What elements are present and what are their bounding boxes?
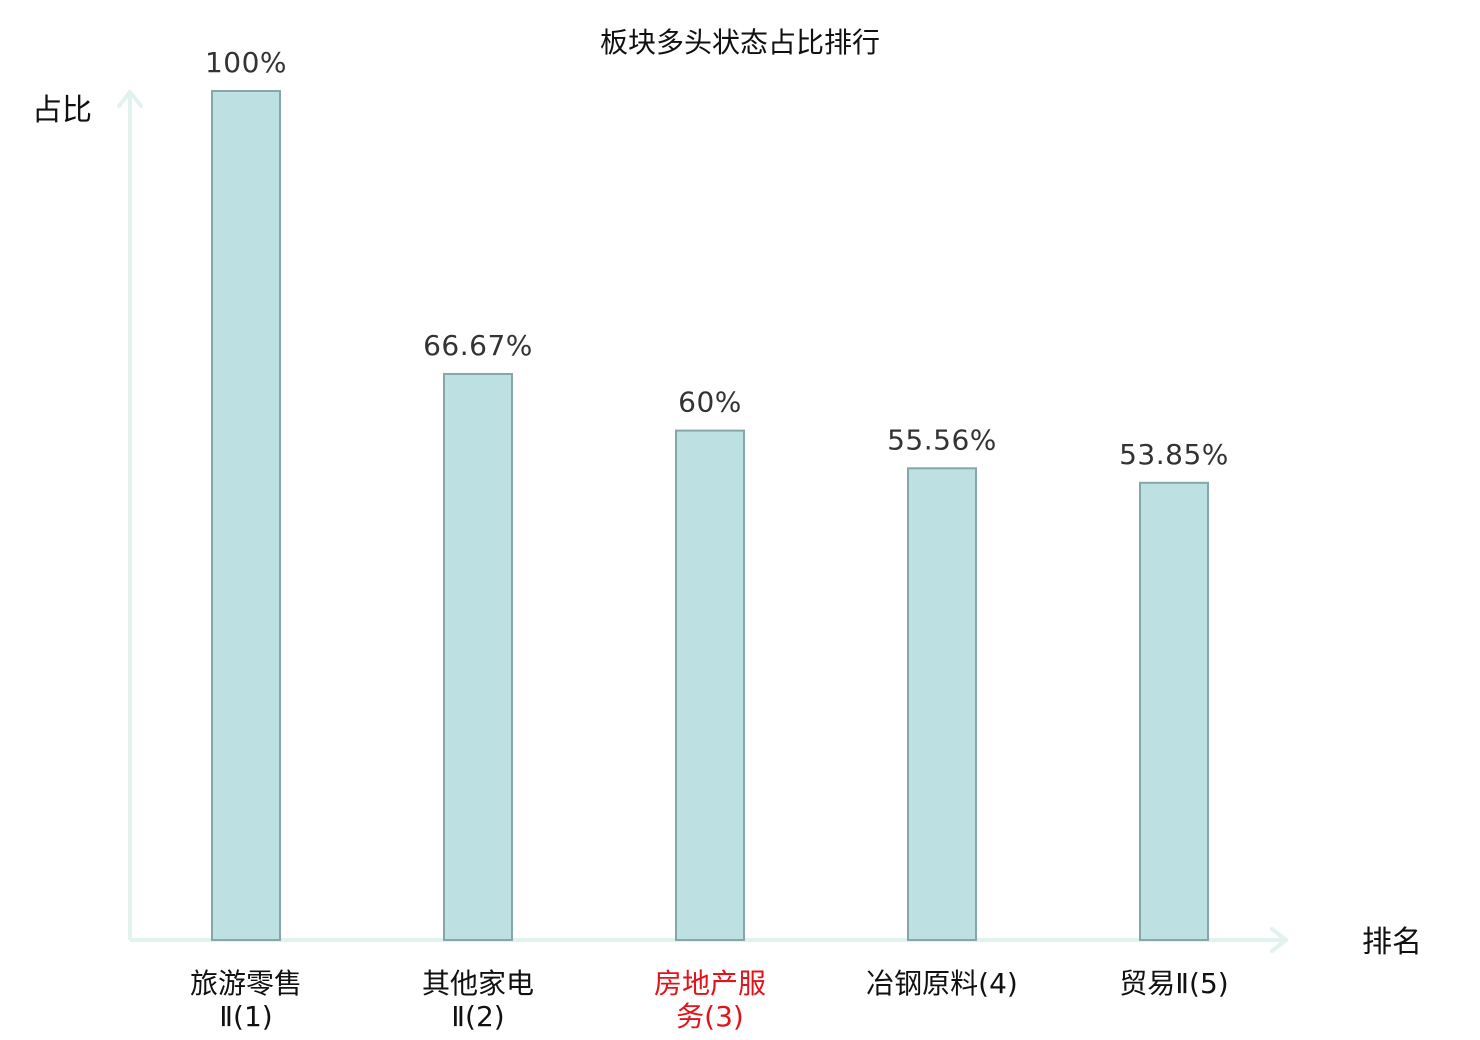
bar xyxy=(1139,481,1209,941)
chart-title: 板块多头状态占比排行 xyxy=(600,26,880,59)
bar xyxy=(675,429,745,941)
bars-group xyxy=(211,90,1209,942)
x-axis-label: 排名 xyxy=(1362,925,1422,960)
value-label: 55.56% xyxy=(887,423,997,456)
category-label: Ⅱ(1) xyxy=(219,1000,272,1033)
bar xyxy=(211,90,281,941)
category-label: 务(3) xyxy=(676,1000,744,1033)
x-axis-arrow xyxy=(1270,927,1288,953)
category-label: 房地产服 xyxy=(654,967,766,1000)
category-label: 旅游零售 xyxy=(190,967,302,1000)
bar xyxy=(907,467,977,941)
category-label: Ⅱ(2) xyxy=(451,1000,504,1033)
x-axis: 排名 xyxy=(130,925,1422,960)
value-labels-group: 100% 66.67% 60% 55.56% 53.85% xyxy=(205,46,1229,471)
bar xyxy=(443,372,513,942)
value-label: 53.85% xyxy=(1119,438,1229,471)
y-axis: 占比 xyxy=(32,90,143,940)
y-axis-label: 占比 xyxy=(32,93,92,128)
value-label: 60% xyxy=(678,386,742,419)
value-label: 100% xyxy=(205,46,287,79)
category-label: 贸易Ⅱ(5) xyxy=(1119,967,1228,1000)
category-label: 冶钢原料(4) xyxy=(866,967,1018,1000)
value-label: 66.67% xyxy=(423,329,533,362)
category-label: 其他家电 xyxy=(422,967,534,1000)
y-axis-arrow xyxy=(117,90,143,108)
